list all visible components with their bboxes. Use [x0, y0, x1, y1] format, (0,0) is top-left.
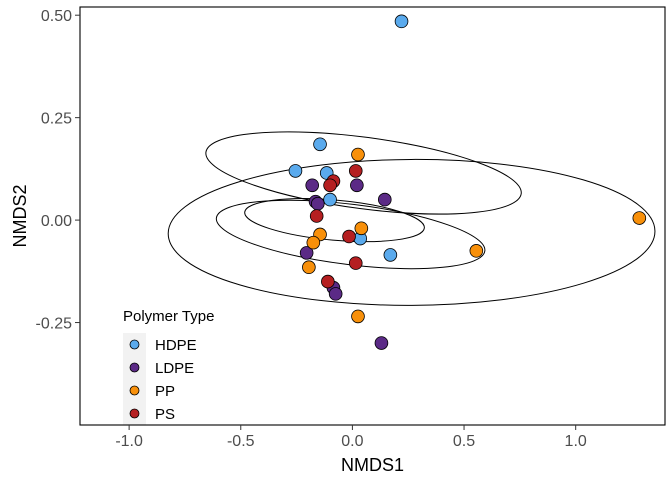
legend-key-ldpe	[129, 362, 140, 373]
data-point-ldpe	[299, 246, 314, 260]
data-point-pp	[306, 235, 321, 250]
data-point-ldpe	[350, 178, 364, 193]
data-point-hdpe	[313, 137, 327, 152]
plot-panel-border	[79, 6, 666, 426]
legend-key-pp	[129, 385, 140, 396]
legend-key-hdpe	[129, 339, 140, 350]
data-point-hdpe	[323, 192, 337, 207]
legend-label-ps: PS	[155, 406, 175, 423]
y-tick-label: 0.00	[41, 213, 72, 230]
data-point-ps	[323, 178, 337, 193]
ellipse-ldpe	[215, 199, 486, 270]
data-point-hdpe	[383, 248, 398, 262]
data-point-ldpe	[305, 178, 320, 193]
x-tick-label: -1.0	[115, 433, 143, 450]
legend-label-pp: PP	[155, 383, 175, 400]
data-point-ps	[342, 229, 356, 244]
data-point-pp	[351, 309, 365, 324]
data-point-ldpe	[377, 192, 392, 207]
legend-key-ps	[129, 408, 140, 419]
legend-title: Polymer Type	[123, 308, 214, 325]
data-point-ldpe	[328, 287, 343, 301]
y-axis-label: NMDS2	[10, 184, 30, 247]
x-tick-label: -0.5	[227, 433, 255, 450]
data-point-hdpe	[288, 164, 303, 178]
ellipse-layer	[167, 131, 656, 306]
x-axis-label: NMDS1	[341, 455, 404, 475]
data-point-ps	[348, 164, 363, 178]
ellipse-hdpe	[205, 131, 522, 215]
legend-label-ldpe: LDPE	[155, 360, 194, 377]
data-point-pp	[302, 260, 316, 275]
data-point-ps	[321, 274, 335, 289]
data-point-hdpe	[394, 14, 409, 29]
legend-label-hdpe: HDPE	[155, 337, 197, 354]
y-tick-label: 0.25	[41, 111, 72, 128]
legend-items: HDPE LDPE PP PS	[123, 333, 197, 425]
data-point-ldpe	[310, 196, 325, 211]
data-point-pp	[354, 221, 369, 236]
legend: Polymer Type HDPE LDPE PP PS	[116, 300, 234, 428]
axes: -1.0 -0.5 0.0 0.5 1.0 -0.25 0.00 0.25 0.50	[36, 8, 587, 450]
x-tick-label: 1.0	[565, 433, 587, 450]
y-tick-label: 0.50	[41, 8, 72, 25]
y-tick-label: -0.25	[36, 316, 73, 333]
data-point-ps	[348, 256, 363, 270]
data-point-ldpe	[374, 336, 389, 350]
x-tick-label: 0.5	[453, 433, 475, 450]
point-layer	[288, 14, 647, 350]
data-point-pp	[469, 244, 484, 258]
data-point-pp	[351, 147, 365, 162]
data-point-ps	[309, 209, 324, 223]
x-tick-label: 0.0	[341, 433, 363, 450]
data-point-pp	[632, 211, 647, 225]
ellipse-pp	[167, 158, 656, 306]
